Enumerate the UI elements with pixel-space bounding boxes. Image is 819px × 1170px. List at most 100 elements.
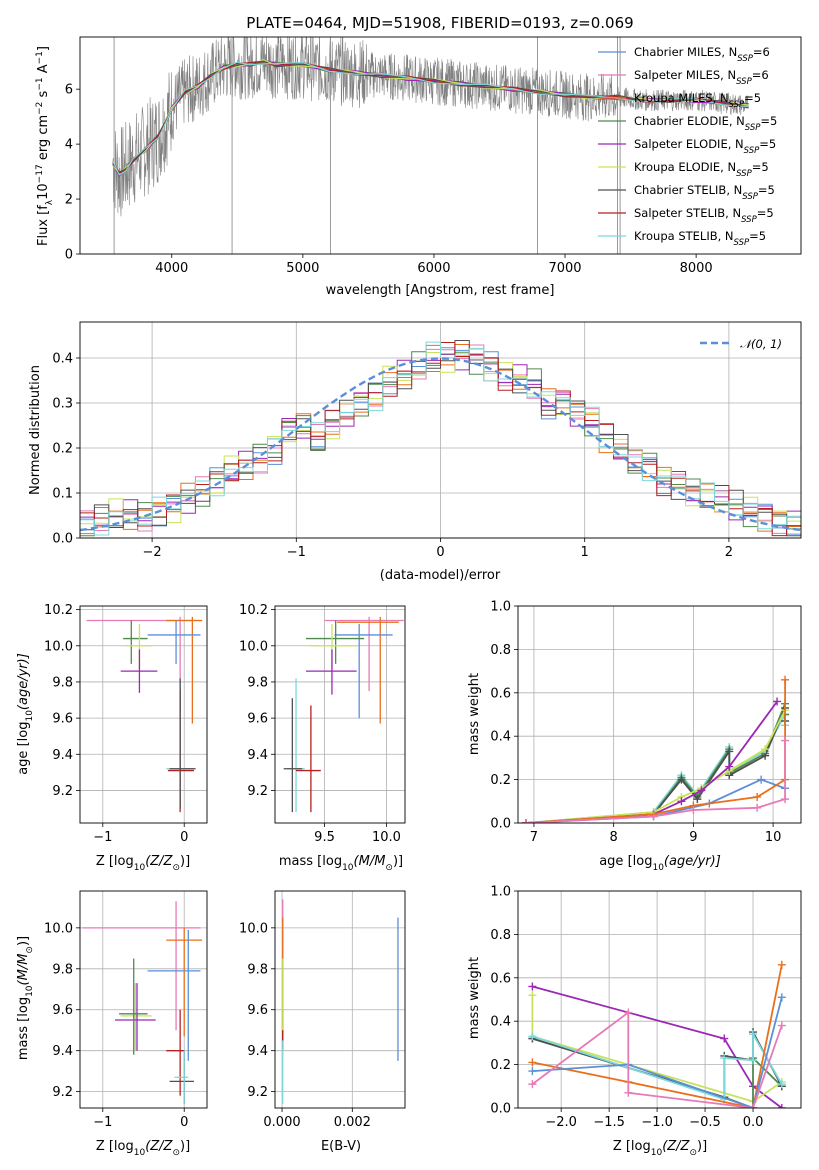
weight-marker — [777, 993, 786, 1002]
y-tick-label: 0.2 — [52, 442, 73, 457]
x-tick-label: −2.0 — [545, 1115, 577, 1130]
x-axis-label-part: Z [log — [96, 1139, 134, 1154]
y-tick-label: 2 — [65, 193, 73, 208]
weight-marker — [781, 736, 790, 745]
x-axis-label: age [log10(age/yr)] — [599, 854, 721, 873]
legend-name: Kroupa ELODIE, N — [634, 160, 736, 174]
y-axis-label-part: −1 — [35, 77, 45, 90]
y-axis-label: age [log10(age/yr)] — [16, 653, 35, 775]
x-tick-label: 2 — [725, 545, 733, 560]
axes-frame — [79, 890, 208, 1109]
legend-name: Chabrier ELODIE, N — [634, 114, 745, 128]
x-axis-label: Z [log10(Z/Z⊙)] — [613, 1139, 707, 1158]
weight-marker — [777, 1104, 786, 1108]
y-tick-label: 9.6 — [52, 1003, 73, 1018]
x-tick-label: 7 — [530, 830, 538, 845]
weight-marker — [749, 1056, 758, 1065]
weight-marker — [761, 745, 770, 754]
legend-entry-5: Kroupa ELODIE, NSSP=5 — [634, 160, 769, 179]
x-axis-label-part: ⊙ — [172, 863, 180, 873]
x-tick-label: 9 — [689, 830, 697, 845]
legend-tail: =5 — [759, 137, 776, 151]
plot-area — [86, 616, 203, 813]
y-tick-label: 9.4 — [247, 1044, 268, 1059]
x-axis-label-part: 10 — [134, 1148, 146, 1158]
y-axis-label-part: λ — [45, 199, 55, 205]
y-tick-label: 10.2 — [44, 603, 73, 618]
y-tick-label: 10.2 — [239, 603, 268, 618]
weight-marker — [528, 991, 537, 1000]
weight-line-7 — [525, 740, 786, 823]
weight-marker — [777, 1021, 786, 1030]
weight-marker — [749, 1104, 758, 1108]
x-axis-label: Z [log10(Z/Z⊙)] — [96, 854, 190, 873]
legend-entry-1: Salpeter MILES, NSSP=6 — [634, 68, 769, 87]
legend-tail: =6 — [752, 68, 769, 82]
x-axis-label-part: )] — [180, 1139, 190, 1154]
y-axis-label-part: age [log — [16, 722, 31, 775]
legend-name: Chabrier STELIB, N — [634, 183, 742, 197]
legend-name: Kroupa MILES, N — [634, 91, 729, 105]
y-tick-label: 9.2 — [247, 1085, 268, 1100]
legend-tail: =5 — [758, 183, 775, 197]
weight-marker — [725, 747, 734, 756]
y-tick-label: 9.8 — [247, 962, 268, 977]
y-tick-label: 9.6 — [247, 712, 268, 727]
x-axis-label-part: 10 — [651, 1148, 663, 1158]
x-tick-label: 9.5 — [314, 830, 335, 845]
y-axis-label: Flux [fλ10−17 erg cm−2 s−1 A−1] — [35, 46, 55, 246]
x-tick-label: −1 — [93, 1115, 112, 1130]
weight-line-6 — [532, 997, 783, 1108]
y-tick-label: 0.2 — [490, 1058, 511, 1073]
weight-marker — [624, 1008, 633, 1017]
y-tick-label: 9.8 — [247, 675, 268, 690]
weight-marker — [777, 960, 786, 969]
axes-frame — [517, 890, 802, 1109]
y-tick-label: 0.3 — [52, 397, 73, 412]
legend-sub: SSP — [734, 238, 750, 248]
legend-entry-6: Chabrier STELIB, NSSP=5 — [634, 183, 775, 202]
weight-marker — [753, 792, 762, 801]
weight-marker — [528, 1080, 537, 1089]
weight-marker — [781, 795, 790, 804]
z-vs-age-panel: −1 09.29.49.69.810.010.2Z [log10(Z/Z⊙)]ag… — [16, 603, 208, 873]
axes-frame — [274, 605, 406, 824]
x-axis-label: (data-model)/error — [380, 568, 501, 583]
y-axis-label: mass weight — [467, 957, 482, 1039]
axes-frame — [79, 605, 208, 824]
legend-gauss-label: 𝒩(0, 1) — [740, 337, 782, 351]
y-axis-label-part: erg cm — [36, 115, 51, 164]
y-tick-label: 9.2 — [247, 784, 268, 799]
axes-frame — [517, 605, 802, 824]
legend-entry-2: Kroupa MILES, NSSP=5 — [634, 91, 761, 110]
y-tick-label: 0 — [65, 248, 73, 263]
y-tick-label: 6 — [65, 83, 73, 98]
legend-sub: SSP — [741, 215, 757, 225]
x-axis-label-part: 10 — [652, 863, 664, 873]
chart-title: PLATE=0464, MJD=51908, FIBERID=0193, z=0… — [246, 14, 633, 32]
legend-sub: SSP — [744, 146, 760, 156]
weight-marker — [677, 797, 686, 806]
y-tick-label: 10.0 — [239, 639, 268, 654]
x-axis-label: wavelength [Angstrom, rest frame] — [326, 283, 555, 298]
y-tick-label: 0.1 — [52, 487, 73, 502]
plot-area — [283, 616, 404, 813]
axes-frame — [79, 321, 802, 539]
y-axis-label-part: 10 — [25, 985, 35, 997]
weight-marker — [528, 1032, 537, 1041]
weight-marker — [624, 1088, 633, 1097]
x-axis-label: E(B-V) — [321, 1139, 361, 1154]
weight-marker — [720, 1054, 729, 1063]
x-axis-label-part: ⊙ — [385, 863, 393, 873]
weight-marker — [528, 1058, 537, 1067]
legend-entry-8: Kroupa STELIB, NSSP=5 — [634, 229, 766, 248]
x-tick-label: 6000 — [417, 261, 450, 276]
y-tick-label: 1.0 — [490, 600, 511, 615]
y-axis-label: mass [log10(M/M⊙)] — [16, 936, 35, 1060]
y-tick-label: 9.6 — [247, 1003, 268, 1018]
legend-sub: SSP — [736, 169, 752, 179]
axes-frame — [274, 890, 406, 1109]
legend-tail: =5 — [757, 206, 774, 220]
x-axis-label-part: 10 — [134, 863, 146, 873]
